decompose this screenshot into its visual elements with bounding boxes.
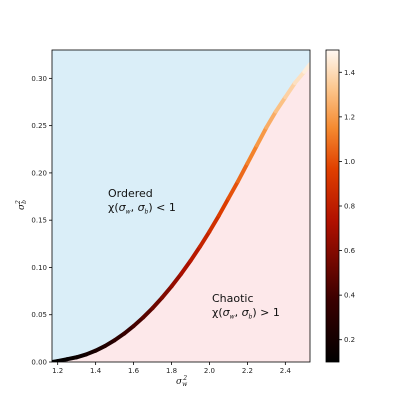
x-tick-label: 1.8 xyxy=(166,367,177,375)
chaotic-title: Chaotic xyxy=(212,292,254,305)
curve-segment xyxy=(264,109,278,130)
y-tick-label: 0.25 xyxy=(31,122,47,130)
curve-segment xyxy=(197,229,212,249)
curve-segment xyxy=(235,161,250,184)
curve-segment xyxy=(254,125,269,148)
curve-segment xyxy=(226,179,240,201)
curve-segment xyxy=(169,272,183,289)
colorbar-tick-label: 0.2 xyxy=(344,336,355,344)
x-axis: 1.2 1.4 1.6 1.8 2.0 2.2 2.4 xyxy=(52,362,291,375)
curve-segment xyxy=(292,69,307,86)
critical-curve xyxy=(52,62,310,362)
colorbar-tick-label: 1.2 xyxy=(344,113,355,121)
ordered-formula: χ(σw, σb) < 1 xyxy=(108,201,176,216)
curve-segment xyxy=(122,324,136,336)
y-tick-label: 0.00 xyxy=(31,359,47,367)
chaotic-region xyxy=(52,64,310,362)
colorbar-tick-label: 1.4 xyxy=(344,69,356,77)
curve-segment xyxy=(207,213,221,234)
curve-segment xyxy=(283,81,297,100)
y-axis-label: σb2 xyxy=(15,200,28,210)
curve-segment xyxy=(150,295,165,311)
curve-segment xyxy=(245,143,259,166)
colorbar-tick-label: 0.8 xyxy=(344,203,355,211)
plot-frame xyxy=(51,49,311,363)
y-tick-label: 0.30 xyxy=(31,75,47,83)
curve-segment xyxy=(273,95,288,114)
curve-segment xyxy=(216,196,231,218)
y-tick-label: 0.10 xyxy=(31,264,47,272)
y-tick-label: 0.20 xyxy=(31,169,47,177)
x-tick-label: 1.6 xyxy=(128,367,140,375)
curve-segment xyxy=(131,315,146,329)
curve-segment xyxy=(141,306,155,320)
x-tick-label: 2.4 xyxy=(280,367,292,375)
x-axis-label: σw2 xyxy=(176,375,188,388)
x-tick-label: 1.4 xyxy=(90,367,102,375)
colorbar-tick-label: 1.0 xyxy=(344,158,355,166)
curve-segment xyxy=(188,244,202,263)
chaotic-formula: χ(σw, σb) > 1 xyxy=(212,306,280,321)
curve-segment xyxy=(302,62,310,74)
curve-segment xyxy=(160,284,174,300)
colorbar xyxy=(325,49,340,363)
colorbar-tick-label: 0.6 xyxy=(344,247,356,255)
ordered-title: Ordered xyxy=(108,187,153,200)
colorbar-ticks: 0.2 0.4 0.6 0.8 1.0 1.2 1.4 xyxy=(339,69,356,344)
colorbar-tick-label: 0.4 xyxy=(344,292,356,300)
y-axis: 0.00 0.05 0.10 0.15 0.20 0.25 0.30 xyxy=(31,75,52,367)
curve-segment xyxy=(179,258,193,277)
x-tick-label: 2.2 xyxy=(242,367,253,375)
x-tick-label: 1.2 xyxy=(52,367,63,375)
y-tick-label: 0.05 xyxy=(31,311,47,319)
x-tick-label: 2.0 xyxy=(204,367,215,375)
y-tick-label: 0.15 xyxy=(31,217,47,225)
